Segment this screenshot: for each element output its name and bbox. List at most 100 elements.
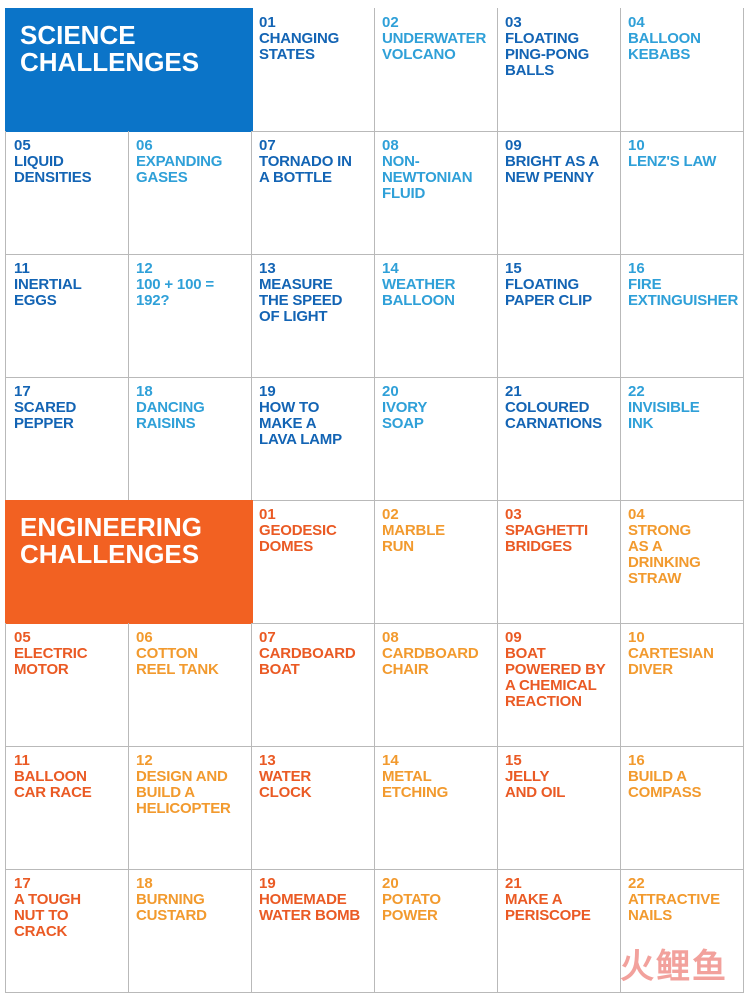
science-challenge-14: 14 Weather balloon: [374, 254, 498, 378]
challenge-title: Marble run: [382, 522, 445, 555]
challenge-number: 11: [14, 752, 30, 769]
challenge-title: Water clock: [259, 768, 312, 801]
science-challenge-04: 04 Balloon kebabs: [620, 8, 744, 132]
challenge-title: Build a compass: [628, 768, 702, 801]
science-challenge-12: 12 100 + 100 = 192?: [128, 254, 252, 378]
challenge-number: 03: [505, 506, 522, 523]
science-challenge-11: 11 Inertial eggs: [5, 254, 129, 378]
engineering-challenge-01: 01 Geodesic domes: [251, 500, 375, 624]
science-header: SCIENCE CHALLENGES: [5, 8, 253, 132]
engineering-challenge-13: 13 Water clock: [251, 746, 375, 870]
challenge-title: Cotton reel tank: [136, 645, 219, 678]
challenge-title: Strong as a drinking straw: [628, 522, 701, 587]
challenge-number: 08: [382, 137, 399, 154]
challenge-title: Bright as a new penny: [505, 153, 600, 186]
engineering-header: ENGINEERING CHALLENGES: [5, 500, 253, 624]
challenge-number: 07: [259, 137, 276, 154]
challenge-title: Weather balloon: [382, 276, 456, 309]
engineering-challenge-02: 02 Marble run: [374, 500, 498, 624]
science-challenge-09: 09 Bright as a new penny: [497, 131, 621, 255]
engineering-challenge-14: 14 Metal etching: [374, 746, 498, 870]
challenge-number: 12: [136, 752, 153, 769]
challenge-title: Floating paper clip: [505, 276, 592, 309]
challenge-number: 06: [136, 629, 153, 646]
challenge-number: 10: [628, 629, 645, 646]
challenge-title: Coloured carnations: [505, 399, 602, 432]
engineering-challenge-21: 21 Make a periscope: [497, 869, 621, 993]
challenge-number: 16: [628, 752, 645, 769]
challenge-title: Measure the speed of light: [259, 276, 343, 325]
challenge-title: Lenz's law: [628, 153, 717, 170]
challenge-title: Spaghetti bridges: [505, 522, 588, 555]
challenge-title: Expanding gases: [136, 153, 223, 186]
challenge-title: Design and build a helicopter: [136, 768, 231, 817]
challenge-title: Inertial eggs: [14, 276, 82, 309]
challenge-number: 17: [14, 875, 31, 892]
challenge-number: 19: [259, 875, 276, 892]
challenge-title: Potato power: [382, 891, 441, 924]
engineering-challenge-12: 12 Design and build a helicopter: [128, 746, 252, 870]
challenge-number: 19: [259, 383, 276, 400]
engineering-challenge-11: 11 Balloon car race: [5, 746, 129, 870]
challenge-title: Cartesian diver: [628, 645, 714, 678]
challenge-number: 15: [505, 752, 522, 769]
science-challenge-13: 13 Measure the speed of light: [251, 254, 375, 378]
challenge-title: Invisible ink: [628, 399, 700, 432]
challenge-number: 13: [259, 260, 276, 277]
challenge-number: 20: [382, 875, 399, 892]
challenge-title: Ivory soap: [382, 399, 428, 432]
challenge-number: 13: [259, 752, 276, 769]
engineering-challenge-19: 19 Homemade water bomb: [251, 869, 375, 993]
challenge-number: 22: [628, 875, 645, 892]
challenge-number: 21: [505, 383, 522, 400]
engineering-challenge-04: 04 Strong as a drinking straw: [620, 500, 744, 624]
science-challenge-03: 03 Floating ping-pong balls: [497, 8, 621, 132]
engineering-challenge-15: 15 Jelly and oil: [497, 746, 621, 870]
challenge-title: Changing states: [259, 30, 340, 63]
science-challenge-02: 02 Underwater volcano: [374, 8, 498, 132]
challenge-number: 07: [259, 629, 276, 646]
science-challenge-16: 16 Fire extinguisher: [620, 254, 744, 378]
challenge-number: 21: [505, 875, 522, 892]
engineering-challenge-09: 09 Boat powered by a chemical reaction: [497, 623, 621, 747]
challenge-number: 17: [14, 383, 31, 400]
challenge-number: 18: [136, 875, 153, 892]
challenge-title: Dancing raisins: [136, 399, 205, 432]
science-challenge-06: 06 Expanding gases: [128, 131, 252, 255]
challenge-title: Metal etching: [382, 768, 449, 801]
challenge-number: 04: [628, 506, 645, 523]
challenge-title: Geodesic domes: [259, 522, 337, 555]
challenge-number: 15: [505, 260, 522, 277]
engineering-challenge-07: 07 Cardboard boat: [251, 623, 375, 747]
challenge-title: Balloon kebabs: [628, 30, 701, 63]
science-challenge-08: 08 Non- Newtonian fluid: [374, 131, 498, 255]
science-challenge-15: 15 Floating paper clip: [497, 254, 621, 378]
challenge-number: 02: [382, 14, 399, 31]
challenge-title: 100 + 100 = 192?: [136, 276, 214, 309]
science-challenge-10: 10 Lenz's law: [620, 131, 744, 255]
challenge-number: 22: [628, 383, 645, 400]
science-challenge-05: 05 Liquid densities: [5, 131, 129, 255]
challenge-title: Underwater volcano: [382, 30, 487, 63]
watermark: 火鲤鱼: [620, 947, 728, 987]
challenge-number: 04: [628, 14, 645, 31]
challenge-title: Electric motor: [14, 645, 88, 678]
challenge-number: 01: [259, 14, 276, 31]
science-challenge-22: 22 Invisible ink: [620, 377, 744, 501]
challenge-title: Make a periscope: [505, 891, 591, 924]
challenge-title: Homemade water bomb: [259, 891, 361, 924]
engineering-challenge-06: 06 Cotton reel tank: [128, 623, 252, 747]
challenge-number: 05: [14, 137, 31, 154]
engineering-challenge-10: 10 Cartesian diver: [620, 623, 744, 747]
challenge-number: 05: [14, 629, 31, 646]
engineering-challenge-05: 05 Electric motor: [5, 623, 129, 747]
challenge-title: Balloon car race: [14, 768, 92, 801]
challenge-number: 12: [136, 260, 153, 277]
challenge-title: Tornado in a bottle: [259, 153, 352, 186]
challenge-number: 09: [505, 629, 522, 646]
challenge-title: Non- Newtonian fluid: [382, 153, 473, 202]
challenge-number: 10: [628, 137, 645, 154]
challenge-title: Cardboard chair: [382, 645, 479, 678]
challenge-title: Fire extinguisher: [628, 276, 739, 309]
challenge-number: 09: [505, 137, 522, 154]
